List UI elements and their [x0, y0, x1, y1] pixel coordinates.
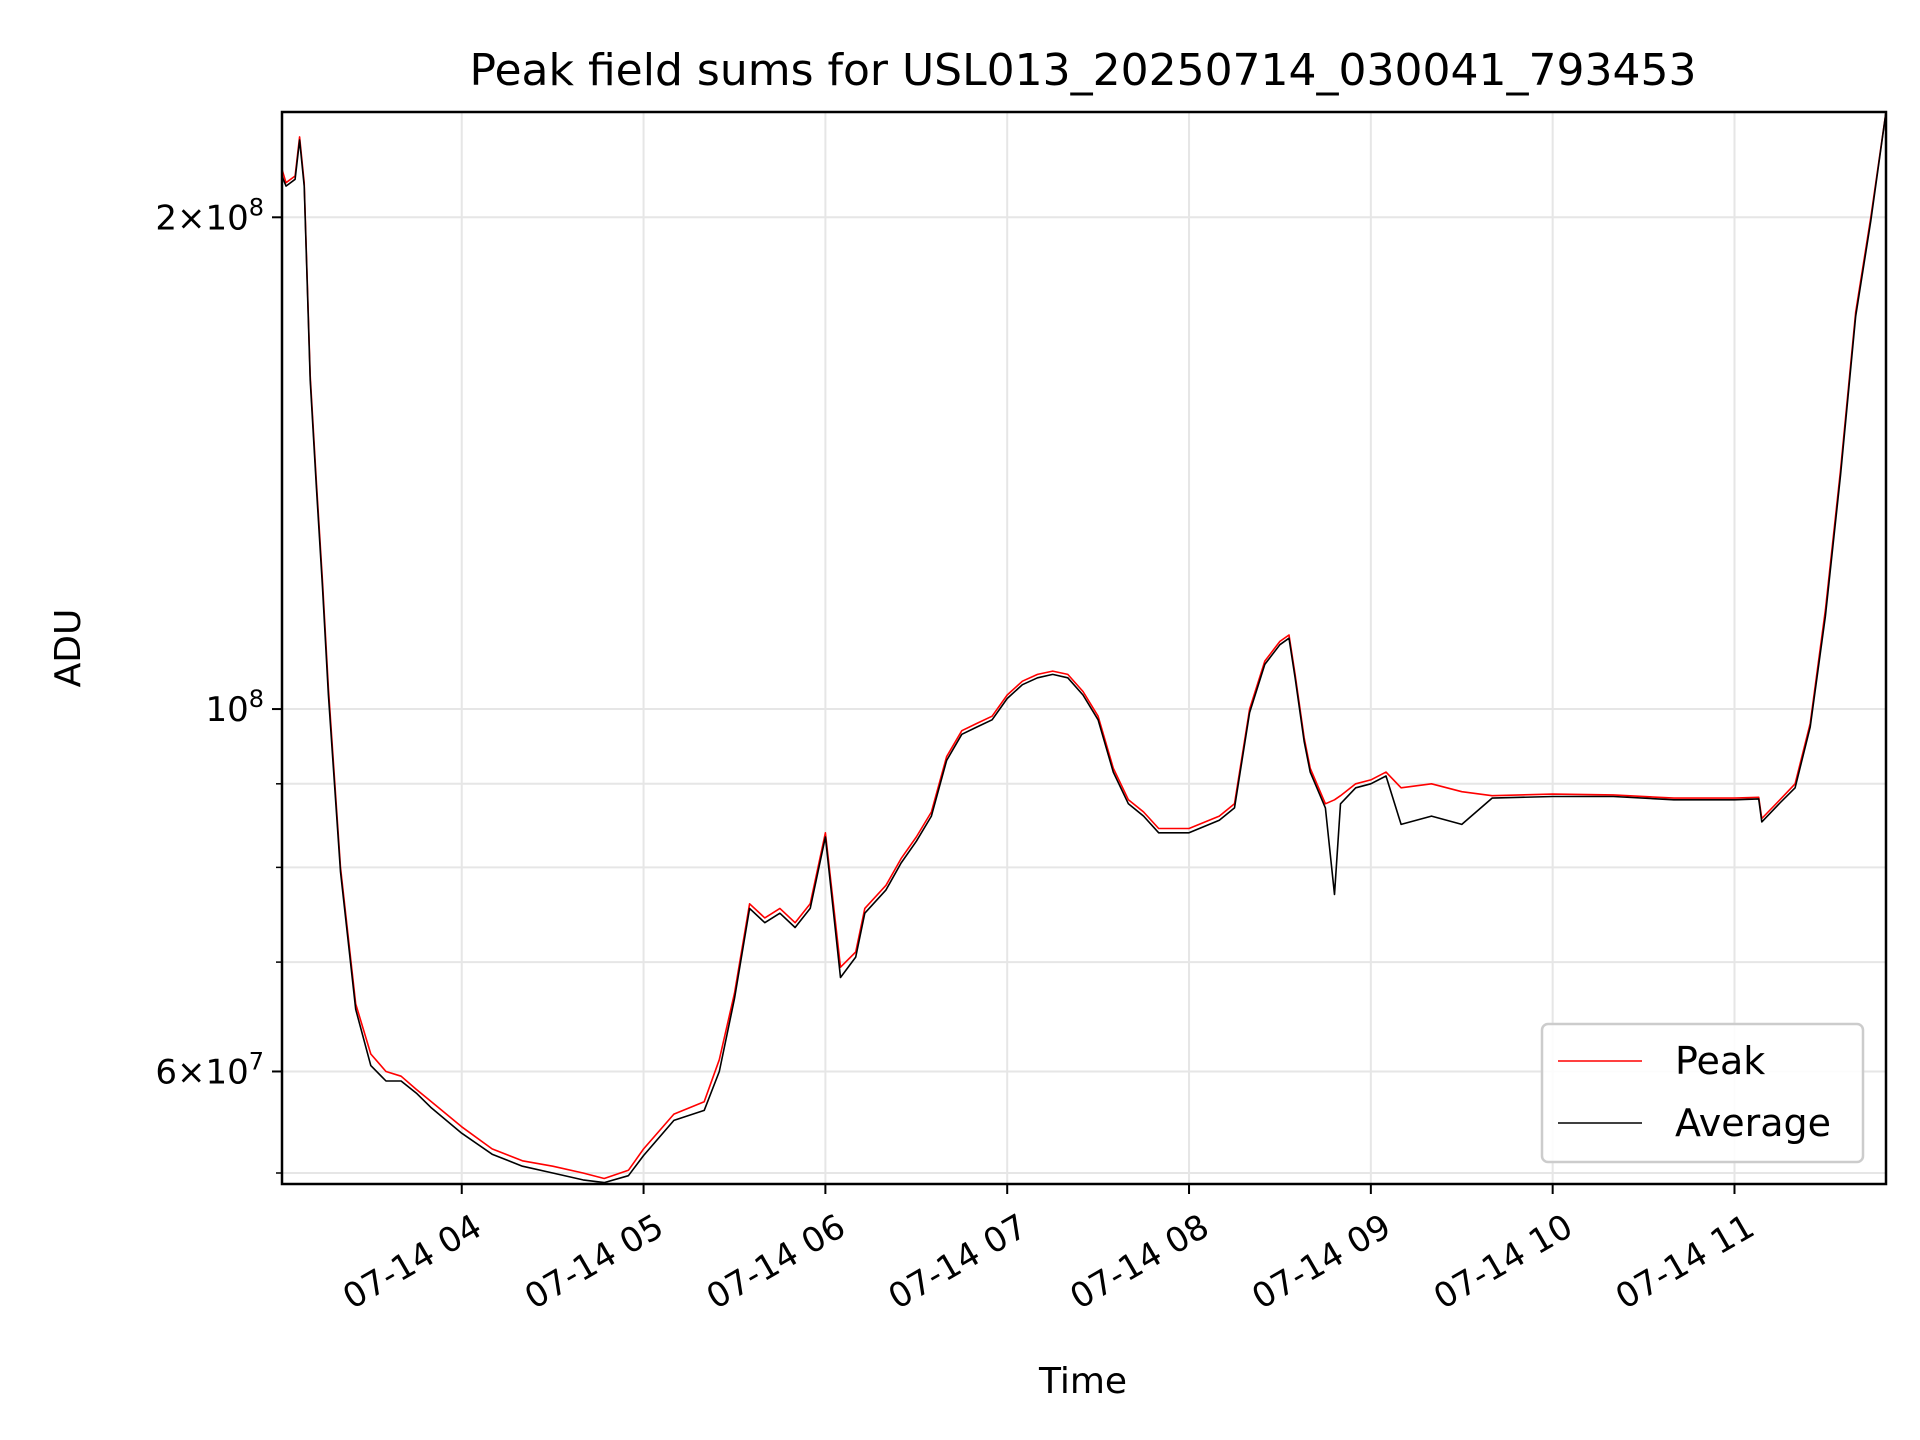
plot-frame — [280, 110, 1888, 1186]
legend-box — [1540, 1022, 1865, 1164]
series-line-peak — [281, 111, 1887, 1180]
chart-title: Peak field sums for USL013_20250714_0300… — [470, 45, 1697, 96]
legend: Peak Average — [1540, 1022, 1865, 1164]
series-line-average — [281, 111, 1887, 1184]
legend-peak-label: Peak — [1675, 1039, 1765, 1083]
x-axis-label: Time — [1038, 1361, 1127, 1402]
y-axis-label: ADU — [48, 609, 89, 688]
y-tick-label: 6×107 — [155, 1047, 264, 1092]
y-tick-label: 2×108 — [155, 193, 264, 238]
series-layer — [281, 111, 1887, 1184]
legend-average-label: Average — [1675, 1101, 1831, 1145]
